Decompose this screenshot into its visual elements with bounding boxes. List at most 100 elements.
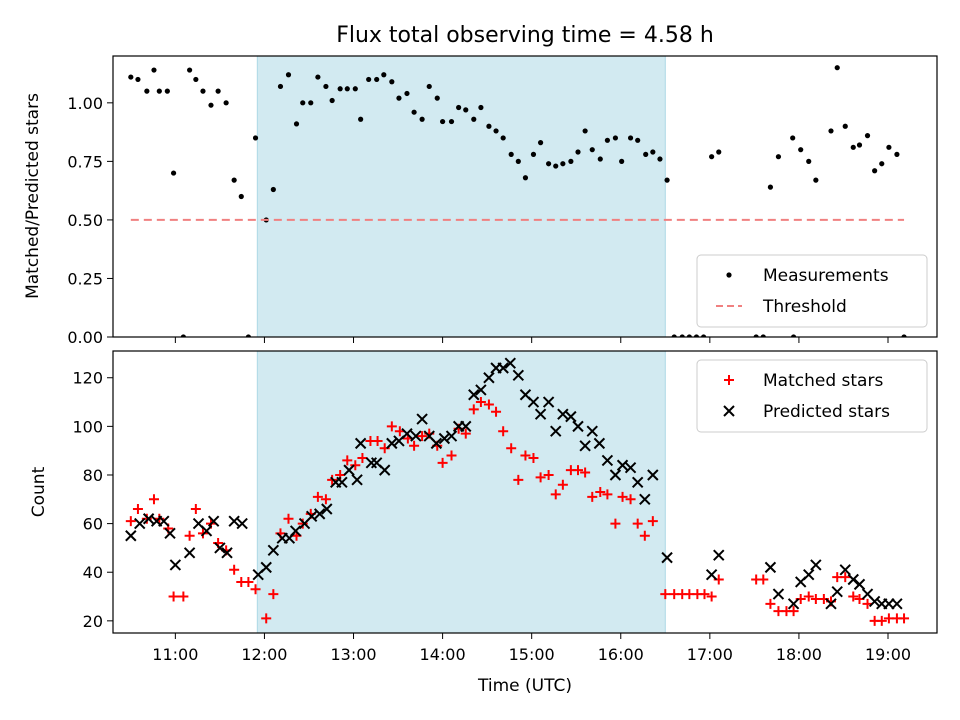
measurements-point: [589, 147, 595, 153]
bottom-legend-label: Matched stars: [763, 371, 883, 391]
bottom-ytick-label: 60: [83, 515, 103, 534]
matched-stars-point: [765, 598, 776, 609]
predicted-stars-point: [134, 517, 146, 530]
matched-stars-point: [297, 518, 308, 529]
matched-stars-point: [580, 467, 591, 478]
predicted-stars-point: [557, 408, 569, 420]
measurements-point: [434, 95, 440, 101]
measurements-point: [358, 116, 364, 122]
measurements-point: [223, 100, 229, 106]
predicted-stars-point: [609, 469, 622, 481]
top-ytick-label: 0.25: [67, 269, 103, 288]
measurements-point: [604, 137, 611, 143]
measurements-point: [478, 104, 484, 111]
chart-title: Flux total observing time = 4.58 h: [336, 23, 714, 48]
matched-stars-point: [610, 518, 621, 529]
predicted-stars-point: [825, 598, 837, 610]
measurements-point: [553, 163, 559, 169]
measurements-point: [411, 109, 417, 115]
measurements-point: [366, 76, 372, 83]
predicted-stars-point: [616, 459, 629, 471]
top-ylabel: Matched/Predicted stars: [23, 93, 43, 299]
measurements-point: [151, 67, 157, 73]
bottom-ytick-label: 120: [72, 369, 103, 388]
measurements-point: [352, 86, 358, 92]
measurements-point: [537, 140, 544, 146]
bottom-panel-frame: [112, 350, 938, 634]
predicted-stars-point: [512, 369, 525, 382]
measurements-point: [315, 74, 321, 80]
matched-stars-point: [229, 564, 240, 575]
measurements-point: [170, 170, 177, 176]
bottom-xtick-label: 19:00: [865, 645, 911, 664]
predicted-stars-point: [534, 408, 547, 420]
measurements-point: [582, 128, 588, 134]
predicted-stars-point: [647, 469, 659, 481]
predicted-stars-point: [787, 598, 800, 610]
measurements-point: [277, 83, 284, 90]
measurements-point: [597, 156, 603, 162]
matched-stars-point: [148, 494, 159, 505]
bottom-legend-marker: [723, 405, 735, 417]
matched-stars-point: [550, 489, 561, 500]
predicted-stars-point: [221, 547, 233, 559]
measurements-point: [842, 123, 848, 129]
predicted-stars-point: [624, 461, 637, 474]
matched-stars-point: [758, 574, 769, 585]
predicted-stars-point: [565, 410, 577, 423]
predicted-stars-point: [260, 561, 272, 574]
measurements-point: [806, 158, 812, 164]
matched-stars-point: [706, 591, 717, 602]
predicted-stars-point: [430, 437, 443, 450]
measurements-point: [448, 118, 455, 125]
predicted-stars-point: [764, 561, 777, 574]
predicted-stars-point: [839, 564, 851, 576]
predicted-stars-point: [705, 568, 718, 581]
measurements-point: [419, 116, 425, 122]
measurements-point: [828, 128, 834, 134]
measurements-point: [886, 144, 892, 150]
top-legend-label: Threshold: [762, 297, 847, 317]
predicted-stars-point: [214, 542, 226, 554]
top-panel: 0.00 0.25 0.50 0.75 1.00 Matched/Predicted s…: [23, 55, 938, 347]
predicted-stars-point: [445, 430, 458, 442]
measurements-point: [344, 86, 350, 92]
predicted-stars-point: [713, 549, 725, 561]
predicted-stars-point: [475, 384, 487, 396]
bottom-legend-box: [696, 359, 928, 433]
measurements-point: [635, 137, 641, 143]
matched-stars-point: [699, 589, 710, 600]
predicted-stars-point: [236, 517, 248, 530]
measurements-point: [627, 135, 634, 141]
measurements-point: [701, 334, 707, 337]
measurements-point: [440, 118, 446, 125]
predicted-stars-point: [601, 454, 614, 467]
measurements-point: [775, 154, 782, 160]
predicted-stars-point: [572, 420, 584, 433]
matched-stars-point: [840, 572, 851, 583]
matched-stars-point: [261, 613, 272, 624]
measurements-point: [300, 100, 306, 106]
measurements-point: [864, 133, 871, 139]
predicted-stars-point: [125, 530, 137, 542]
matched-stars-point: [268, 589, 279, 600]
measurements-point: [396, 95, 402, 101]
bottom-xtick-label: 11:00: [152, 645, 198, 664]
matched-stars-point: [506, 443, 517, 454]
measurements-point: [486, 123, 492, 129]
predicted-stars-point: [483, 372, 495, 384]
predicted-stars-point: [343, 464, 355, 476]
measurements-point: [200, 88, 206, 94]
bottom-legend-label: Predicted stars: [763, 402, 890, 422]
matched-stars-point: [639, 530, 650, 541]
measurements-point: [187, 67, 193, 73]
predicted-stars-point: [336, 476, 348, 488]
predicted-stars-point: [497, 362, 509, 374]
predicted-stars-point: [321, 503, 333, 515]
matched-stars-point: [168, 591, 179, 602]
measurements-point: [245, 334, 252, 337]
matched-stars-point: [587, 491, 598, 502]
measurements-point: [767, 184, 774, 190]
measurements-point: [760, 334, 766, 337]
